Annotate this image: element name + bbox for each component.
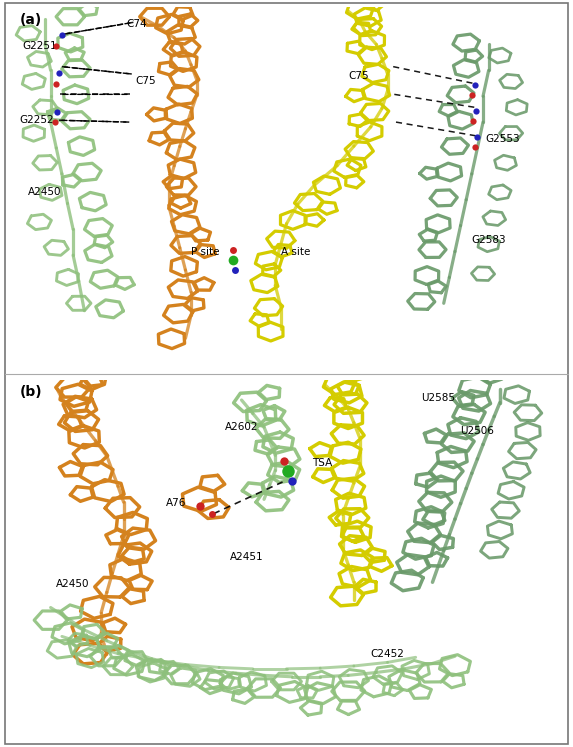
Text: G2583: G2583: [472, 235, 507, 246]
Text: (b): (b): [19, 385, 42, 399]
Text: A2450: A2450: [28, 187, 62, 197]
Text: C75: C75: [348, 71, 369, 81]
Text: G2553: G2553: [486, 134, 520, 143]
FancyBboxPatch shape: [5, 3, 568, 744]
Text: C2452: C2452: [371, 649, 405, 660]
Text: A2451: A2451: [230, 552, 264, 562]
Text: A2602: A2602: [225, 422, 258, 432]
Text: U2506: U2506: [461, 426, 494, 436]
Text: A2450: A2450: [56, 579, 90, 589]
Text: G2252: G2252: [19, 115, 54, 125]
Text: C75: C75: [135, 76, 155, 87]
Text: P site: P site: [191, 247, 219, 256]
Text: (a): (a): [19, 13, 42, 27]
Text: C74: C74: [127, 19, 147, 29]
Text: A site: A site: [281, 247, 310, 256]
Text: U2585: U2585: [421, 393, 456, 403]
Text: TSA: TSA: [312, 458, 332, 468]
Text: A76: A76: [166, 498, 186, 508]
Text: G2251: G2251: [22, 41, 57, 52]
